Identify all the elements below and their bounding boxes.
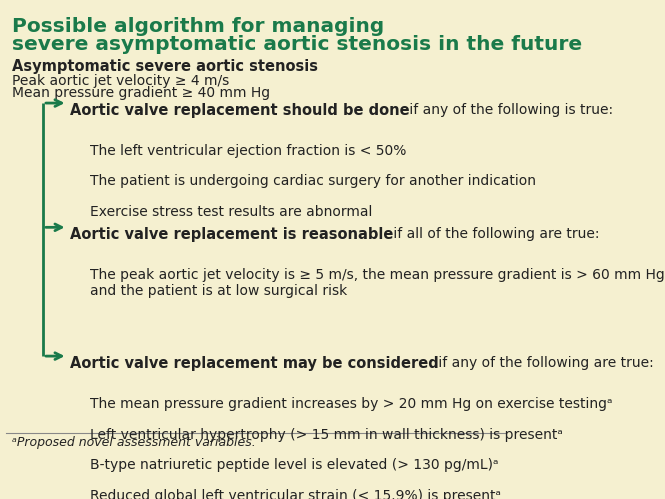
Text: Aortic valve replacement should be done: Aortic valve replacement should be done bbox=[70, 103, 410, 118]
Text: Exercise stress test results are abnormal: Exercise stress test results are abnorma… bbox=[90, 205, 372, 219]
Text: Aortic valve replacement is reasonable: Aortic valve replacement is reasonable bbox=[70, 228, 394, 243]
Text: Peak aortic jet velocity ≥ 4 m/s: Peak aortic jet velocity ≥ 4 m/s bbox=[11, 74, 229, 88]
Text: ᵃProposed novel assessment variables.: ᵃProposed novel assessment variables. bbox=[11, 436, 255, 449]
Text: Possible algorithm for managing: Possible algorithm for managing bbox=[11, 17, 384, 36]
Text: The mean pressure gradient increases by > 20 mm Hg on exercise testingᵃ: The mean pressure gradient increases by … bbox=[90, 397, 613, 411]
Text: The peak aortic jet velocity is ≥ 5 m/s, the mean pressure gradient is > 60 mm H: The peak aortic jet velocity is ≥ 5 m/s,… bbox=[90, 268, 665, 298]
Text: if all of the following are true:: if all of the following are true: bbox=[389, 228, 599, 242]
Text: Reduced global left ventricular strain (< 15.9%) is presentᵃ: Reduced global left ventricular strain (… bbox=[90, 489, 501, 499]
Text: Asymptomatic severe aortic stenosis: Asymptomatic severe aortic stenosis bbox=[11, 59, 318, 74]
Text: B-type natriuretic peptide level is elevated (> 130 pg/mL)ᵃ: B-type natriuretic peptide level is elev… bbox=[90, 458, 499, 472]
Text: Left ventricular hypertrophy (> 15 mm in wall thickness) is presentᵃ: Left ventricular hypertrophy (> 15 mm in… bbox=[90, 428, 563, 442]
Text: The left ventricular ejection fraction is < 50%: The left ventricular ejection fraction i… bbox=[90, 144, 407, 158]
Text: severe asymptomatic aortic stenosis in the future: severe asymptomatic aortic stenosis in t… bbox=[11, 35, 582, 54]
Text: Mean pressure gradient ≥ 40 mm Hg: Mean pressure gradient ≥ 40 mm Hg bbox=[11, 86, 270, 100]
Text: The patient is undergoing cardiac surgery for another indication: The patient is undergoing cardiac surger… bbox=[90, 175, 537, 189]
Text: if any of the following are true:: if any of the following are true: bbox=[434, 356, 654, 370]
Text: if any of the following is true:: if any of the following is true: bbox=[405, 103, 613, 117]
Text: Aortic valve replacement may be considered: Aortic valve replacement may be consider… bbox=[70, 356, 439, 371]
